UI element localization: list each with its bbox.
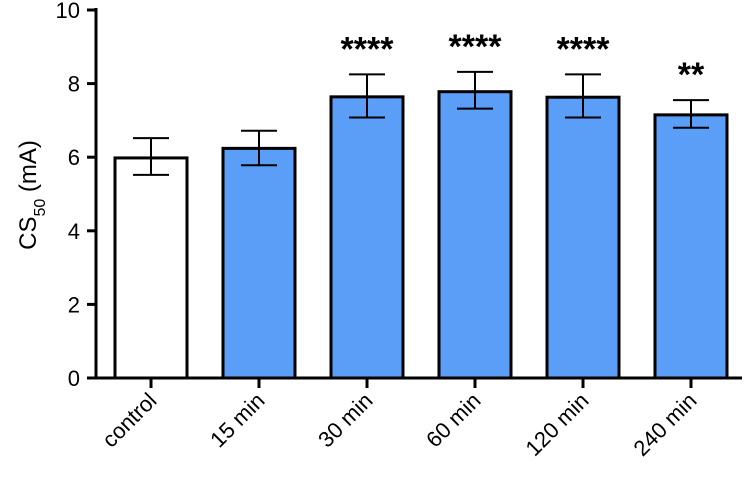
significance-label-3: **** (449, 28, 503, 66)
x-tick-label-5: 240 min (629, 388, 702, 461)
x-tick-label-2: 30 min (313, 388, 377, 452)
y-axis-title-subscript: 50 (32, 199, 49, 217)
significance-label-5: ** (678, 56, 705, 94)
bar-2 (329, 95, 405, 380)
y-tick-label-5: 10 (56, 0, 80, 23)
x-tick-label-3: 60 min (421, 388, 485, 452)
y-tick-label-1: 2 (68, 292, 80, 317)
bar-5 (653, 113, 729, 380)
y-tick-label-3: 6 (68, 145, 80, 170)
significance-group: **** **** ****** (341, 28, 705, 94)
x-tick-label-0: control (97, 388, 161, 452)
bar-0 (113, 156, 189, 380)
error-bars-group (133, 70, 709, 176)
y-axis-title-main: CS (15, 217, 42, 250)
y-axis-title-unit: (mA) (15, 140, 42, 199)
y-axis-title: CS50 (mA) (15, 140, 49, 250)
y-tick-label-2: 4 (68, 219, 80, 244)
bars-group (113, 90, 729, 380)
bar-4 (545, 95, 621, 380)
x-tick-label-4: 120 min (521, 388, 594, 461)
x-tick-label-1: 15 min (205, 388, 269, 452)
significance-label-4: **** (557, 30, 611, 68)
bar-3 (437, 90, 513, 380)
y-tick-label-0: 0 (68, 366, 80, 391)
y-tick-label-4: 8 (68, 72, 80, 97)
axes-group (94, 8, 742, 380)
significance-label-2: **** (341, 30, 395, 68)
bar-1 (221, 146, 297, 380)
